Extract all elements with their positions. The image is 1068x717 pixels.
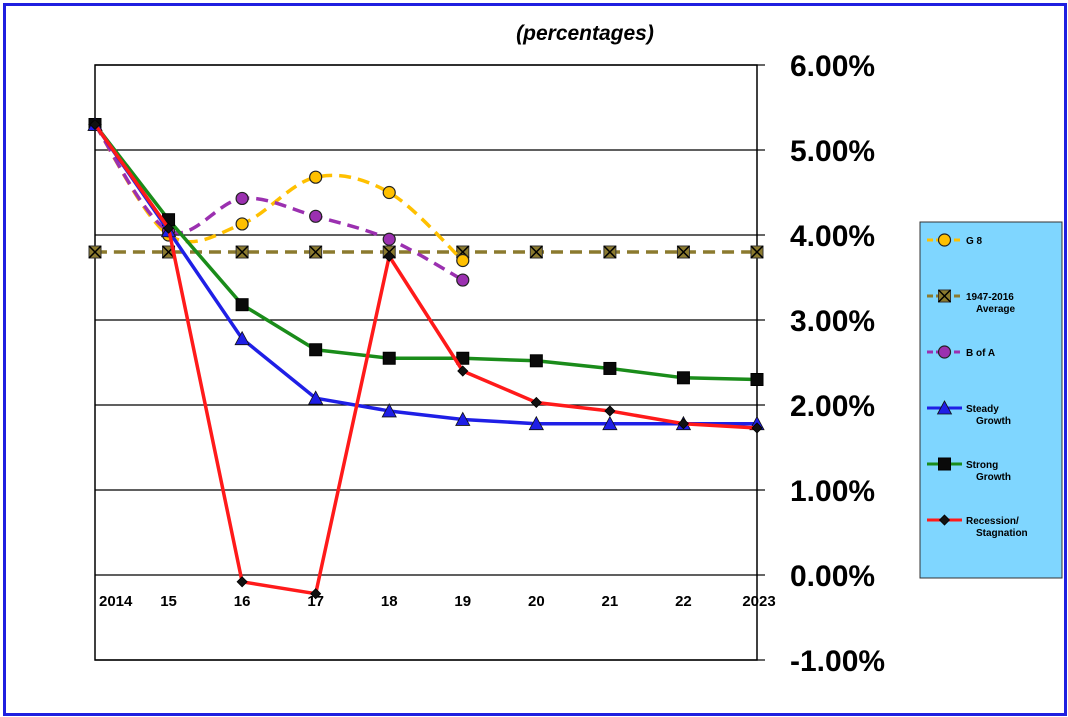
x-tick-label: 20 [528,593,545,610]
series-line [93,123,758,382]
data-point [236,576,248,588]
legend-swatch-marker [938,457,951,471]
y-tick-label: 2.00% [790,390,875,423]
data-point [750,373,764,386]
data-point [528,415,545,431]
y-tick-labels: 6.00% 5.00% 4.00% 3.00% 2.00% 1.00% 0.00% -1.00… [790,50,885,678]
data-point-cross [603,245,617,259]
legend-label: 1947-2016 [966,292,1014,303]
data-point [383,250,395,262]
data-point-cross [676,245,690,259]
data-point-cross [529,245,543,259]
legend-label: Recession/ [966,516,1019,527]
data-point [603,361,617,375]
y-tick-label: 1.00% [790,475,875,508]
data-point [456,351,470,365]
legend-label: Strong [966,460,998,471]
legend-item: B of A [927,345,995,359]
data-point [89,118,101,131]
data-point [234,330,250,346]
x-tick-label: 2014 [99,593,133,610]
data-point [381,403,397,418]
x-tick-label: 15 [160,593,177,610]
y-tick-label: 0.00% [790,560,875,593]
data-point [677,418,690,430]
series-2 [88,117,470,287]
data-point [162,222,175,234]
x-tick-label: 18 [381,593,398,610]
y-tick-label: 5.00% [790,135,875,168]
legend-label: Stagnation [976,528,1028,539]
legend-label: Growth [976,472,1011,483]
series-line [93,123,758,596]
x-tick-label: 2023 [742,593,775,610]
data-point [676,371,690,385]
series-layer [87,116,765,600]
y-tick-label: 6.00% [790,50,875,83]
data-point-cross [235,245,249,259]
data-point [307,390,324,405]
data-point [456,273,470,287]
data-point-cross [750,245,764,259]
data-point [456,253,470,268]
data-point [751,422,763,434]
x-tick-label: 21 [602,593,619,610]
x-tick-label: 22 [675,593,692,610]
data-point [309,209,323,223]
legend-item: Recession/Stagnation [927,514,1028,539]
data-point [310,588,322,600]
legend-swatch-marker-cross [937,289,952,303]
legend-item: G 8 [927,233,983,247]
data-point [602,415,618,431]
data-point [455,411,471,426]
series-5 [89,118,763,600]
data-point [382,185,396,200]
data-point [604,405,616,417]
data-point [529,354,543,368]
legend-label: Average [976,304,1016,315]
legend-label: Steady [966,404,999,415]
y-tick-label: -1.00% [790,645,885,678]
x-tick-label: 16 [234,593,251,610]
legend-swatch-marker [937,345,952,359]
legend-label: G 8 [966,236,983,247]
data-point [309,170,323,184]
legend-label: Growth [976,416,1011,427]
x-tick-labels: 2014 15 16 17 18 19 20 21 22 2023 [99,593,776,610]
data-point [309,343,323,357]
chart-subtitle: (percentages) [516,22,654,45]
legend-label: B of A [966,348,995,359]
data-point [235,217,249,231]
x-tick-label: 17 [307,593,324,610]
data-point-cross [88,245,102,259]
y-tick-label: 4.00% [790,220,875,253]
x-tick-label: 19 [454,593,471,610]
legend-swatch-marker [938,514,951,526]
legend-swatch-marker [937,233,952,247]
data-point [382,351,396,365]
plot-area [94,64,758,661]
data-point [235,298,249,312]
legend-swatch-marker [936,400,953,415]
data-point [457,365,469,377]
data-point-cross [309,245,323,259]
series-line [93,123,464,282]
series-3 [87,116,765,431]
series-line [93,123,757,426]
data-point [235,191,249,206]
y-tick-label: 3.00% [790,305,875,338]
series-line [93,123,464,262]
data-point [382,232,396,246]
data-point [530,396,542,409]
series-1 [88,245,764,259]
